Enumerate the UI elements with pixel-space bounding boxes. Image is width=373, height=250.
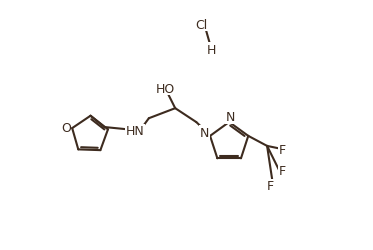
Text: Cl: Cl (195, 18, 208, 32)
Text: N: N (226, 110, 235, 124)
Text: F: F (278, 144, 285, 156)
Text: H: H (207, 44, 216, 57)
Text: O: O (61, 122, 71, 134)
Text: HO: HO (156, 82, 175, 95)
Text: HN: HN (126, 125, 144, 138)
Text: F: F (267, 180, 274, 193)
Text: F: F (278, 165, 285, 178)
Text: N: N (200, 126, 209, 139)
